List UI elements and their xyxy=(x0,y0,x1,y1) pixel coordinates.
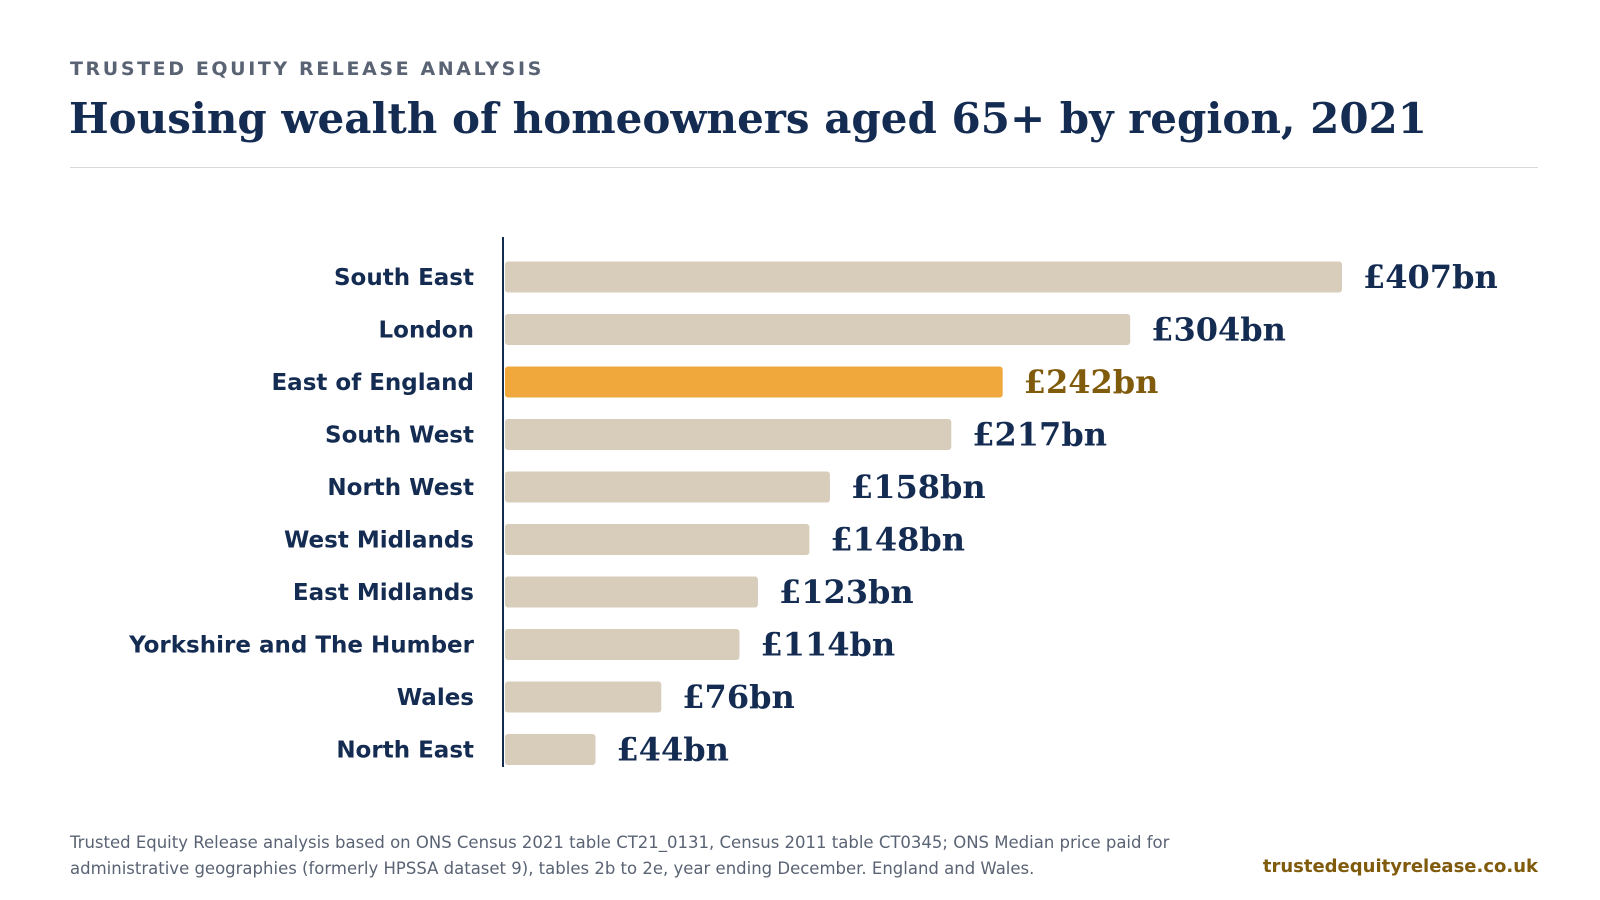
category-label: London xyxy=(379,318,474,344)
category-label: South East xyxy=(334,265,474,291)
bar xyxy=(505,419,952,450)
bar xyxy=(505,524,810,555)
value-label: £304bn xyxy=(1151,311,1286,349)
source-note: Trusted Equity Release analysis based on… xyxy=(70,833,1170,878)
bar xyxy=(505,261,1342,293)
category-label: West Midlands xyxy=(284,528,474,554)
category-label: Yorkshire and The Humber xyxy=(128,633,475,659)
chart-title: Housing wealth of homeowners aged 65+ by… xyxy=(69,94,1428,143)
value-label: £114bn xyxy=(760,626,895,664)
highlighted-bar xyxy=(505,366,1003,398)
value-label: £148bn xyxy=(830,521,965,559)
value-label: £76bn xyxy=(682,678,794,716)
bar xyxy=(505,681,662,713)
bar-chart: South East £407bn London £304bn East of Engl… xyxy=(128,237,1498,769)
category-label: Wales xyxy=(397,685,474,711)
kicker-text: TRUSTED EQUITY RELEASE ANALYSIS xyxy=(70,58,544,80)
category-label: North East xyxy=(336,738,474,764)
category-label: East Midlands xyxy=(293,580,474,606)
bar xyxy=(505,734,596,765)
bar xyxy=(505,471,830,503)
value-label: £242bn xyxy=(1024,363,1159,401)
value-label: £44bn xyxy=(616,731,728,769)
website-link[interactable]: trustedequityrelease.co.uk xyxy=(1262,856,1538,877)
value-label: £123bn xyxy=(779,573,914,611)
category-label: South West xyxy=(325,423,474,449)
value-label: £407bn xyxy=(1363,258,1498,296)
bar xyxy=(505,576,758,608)
title-divider xyxy=(70,167,1538,168)
bar xyxy=(505,629,740,660)
value-label: £217bn xyxy=(972,416,1107,454)
bar xyxy=(505,314,1131,345)
value-label: £158bn xyxy=(851,468,986,506)
category-label: East of England xyxy=(271,370,474,396)
category-label: North West xyxy=(327,475,474,501)
